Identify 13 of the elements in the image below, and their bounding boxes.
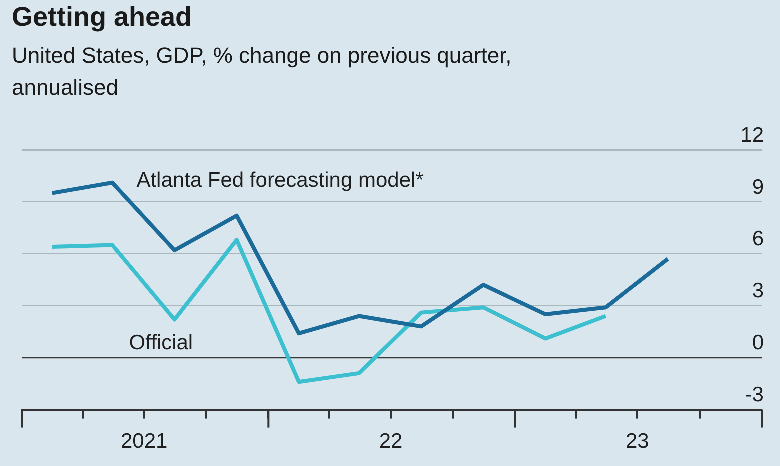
y-tick-label: 6 — [752, 228, 764, 251]
x-tick-label: 23 — [626, 430, 650, 454]
chart-title: Getting ahead — [12, 2, 192, 33]
series-label: Official — [129, 331, 194, 354]
y-tick-label: -3 — [745, 384, 764, 407]
x-tick-label: 22 — [379, 430, 403, 454]
y-tick-label: 3 — [752, 280, 764, 303]
chart-subtitle: United States, GDP, % change on previous quarter, annualised — [12, 42, 513, 102]
series-label: Atlanta Fed forecasting model* — [136, 168, 424, 192]
y-tick-label: 9 — [752, 176, 764, 199]
y-tick-label: 12 — [740, 124, 764, 147]
x-tick-label: 2021 — [120, 430, 168, 454]
y-tick-label: 0 — [752, 332, 764, 355]
